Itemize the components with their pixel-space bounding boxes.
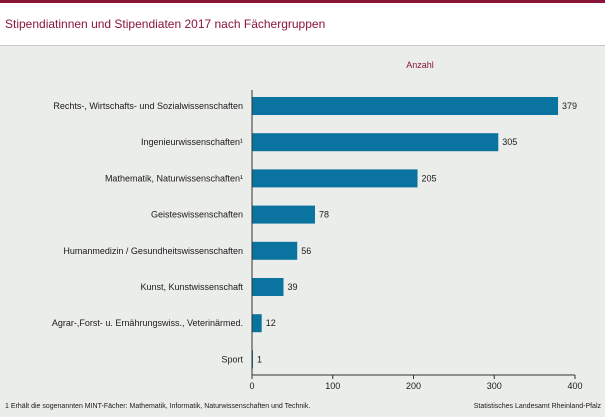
x-tick-label: 100 <box>325 381 340 391</box>
value-label: 305 <box>502 137 517 147</box>
category-label: Kunst, Kunstwissenschaft <box>140 282 243 292</box>
value-label: 39 <box>287 282 297 292</box>
footnote: 1 Erhält die sogenannten MINT-Fächer: Ma… <box>5 403 311 410</box>
chart-title: Stipendiatinnen und Stipendiaten 2017 na… <box>5 17 326 31</box>
bars-layer: Rechts-, Wirtschafts- und Sozialwissensc… <box>52 97 577 369</box>
bar <box>252 133 499 152</box>
bar <box>252 314 262 333</box>
bar <box>252 205 315 224</box>
value-label: 205 <box>422 173 437 183</box>
value-label: 12 <box>266 318 276 328</box>
category-label: Agrar-,Forst- u. Ernährungswiss., Veteri… <box>52 318 243 328</box>
source-credit: Statistisches Landesamt Rheinland-Pfalz <box>473 403 601 410</box>
bar <box>252 97 559 115</box>
x-tick-label: 0 <box>249 381 254 391</box>
category-label: Mathematik, Naturwissenschaften¹ <box>105 173 243 183</box>
x-tick-label: 200 <box>406 381 421 391</box>
category-label: Rechts-, Wirtschafts- und Sozialwissensc… <box>53 101 243 111</box>
x-axis: 0 100 200 300 400 <box>249 90 583 391</box>
x-tick-label: 400 <box>567 381 582 391</box>
series-label: Anzahl <box>406 60 434 70</box>
category-label: Geisteswissenschaften <box>151 210 243 220</box>
x-tick-label: 300 <box>487 381 502 391</box>
value-label: 379 <box>562 101 577 111</box>
bar <box>252 241 298 260</box>
top-accent-rule <box>0 0 605 3</box>
value-label: 56 <box>301 246 311 256</box>
category-label: Humanmedizin / Gesundheitswissenschaften <box>63 246 243 256</box>
category-label: Sport <box>221 354 243 364</box>
value-label: 1 <box>257 354 262 364</box>
bar <box>252 169 418 188</box>
category-label: Ingenieurwissenschaften¹ <box>141 137 243 147</box>
bar <box>252 278 284 296</box>
value-label: 78 <box>319 210 329 220</box>
title-band: Stipendiatinnen und Stipendiaten 2017 na… <box>0 3 605 46</box>
